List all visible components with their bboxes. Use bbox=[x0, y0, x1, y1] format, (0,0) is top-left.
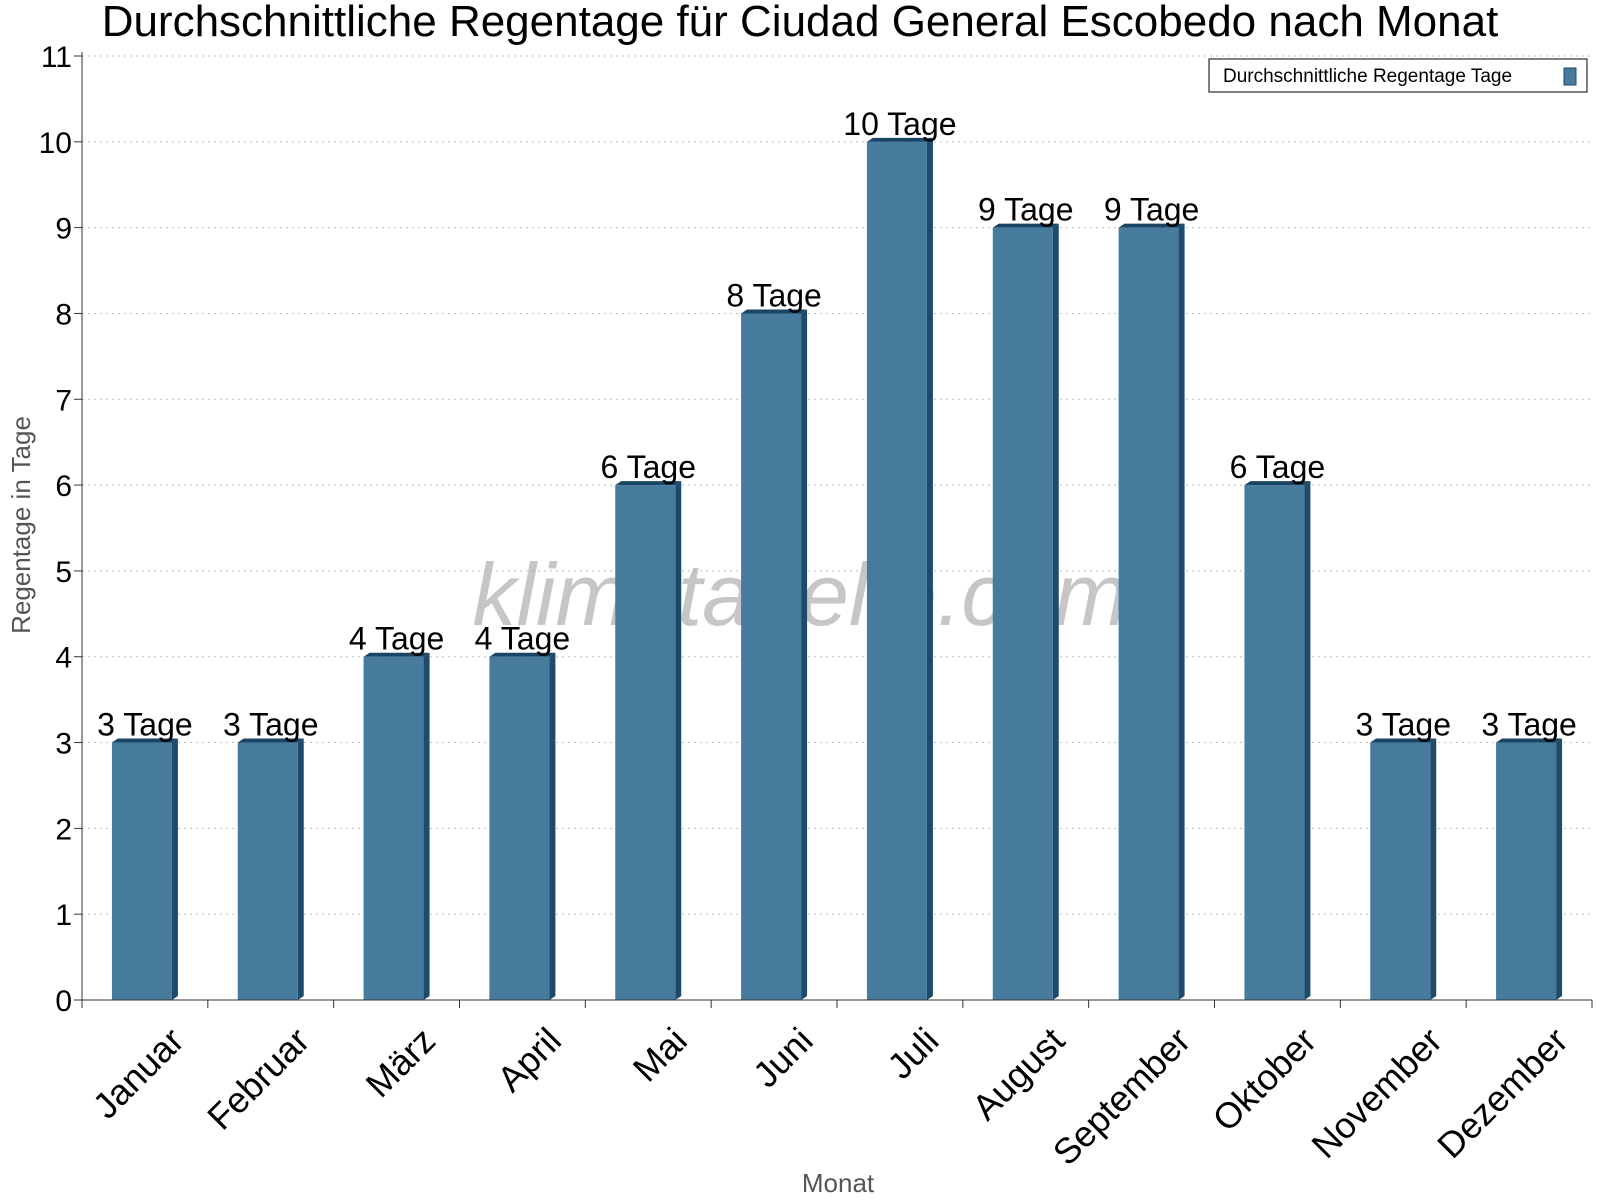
bar-face bbox=[1244, 485, 1305, 1000]
grid-lines bbox=[82, 55, 1592, 915]
bar-side bbox=[1304, 481, 1311, 1000]
bar-top bbox=[992, 223, 1059, 228]
bar-face bbox=[237, 742, 298, 1000]
chart-title: Durchschnittliche Regentage für Ciudad G… bbox=[102, 0, 1499, 46]
bar-top bbox=[1496, 738, 1563, 743]
bar bbox=[1370, 738, 1437, 1000]
bar-value-label: 3 Tage bbox=[223, 707, 319, 743]
bar-value-label: 8 Tage bbox=[726, 277, 822, 313]
bar-face bbox=[489, 656, 550, 1000]
bar-value-label: 4 Tage bbox=[475, 621, 571, 657]
bar-side bbox=[801, 309, 808, 1000]
bar-top bbox=[615, 481, 682, 486]
x-tick-label: Februar bbox=[199, 1020, 317, 1138]
legend-swatch bbox=[1563, 67, 1577, 86]
x-tick-label: März bbox=[358, 1020, 444, 1106]
bar bbox=[866, 137, 933, 1000]
x-tick-label: Juli bbox=[879, 1020, 946, 1087]
y-tick-label: 4 bbox=[55, 642, 72, 675]
legend-label: Durchschnittliche Regentage Tage bbox=[1223, 66, 1512, 87]
bar-side bbox=[1052, 223, 1059, 1001]
bar-side bbox=[297, 738, 304, 1000]
bar-face bbox=[866, 141, 927, 1000]
x-tick-label: Januar bbox=[85, 1020, 192, 1127]
bar-face bbox=[1496, 742, 1557, 1000]
x-tick-label: April bbox=[489, 1020, 569, 1100]
bar-face bbox=[992, 227, 1053, 1001]
bar-top bbox=[237, 738, 304, 743]
bar bbox=[111, 738, 178, 1000]
bar-top bbox=[489, 652, 556, 657]
bar-value-labels: 3 Tage 3 Tage 4 Tage 4 Tage 6 Tage 8 Tage 10 T… bbox=[97, 106, 1577, 743]
bar-side bbox=[1430, 738, 1437, 1000]
bar-top bbox=[866, 137, 933, 142]
bar bbox=[741, 309, 808, 1000]
y-tick-label: 2 bbox=[55, 813, 72, 846]
bar-value-label: 6 Tage bbox=[601, 449, 697, 485]
x-tick-label: Oktober bbox=[1204, 1020, 1324, 1140]
bar-face bbox=[1118, 227, 1179, 1001]
bars bbox=[111, 137, 1563, 1001]
bar-side bbox=[1556, 738, 1563, 1000]
bar-top bbox=[1118, 223, 1185, 228]
bar-face bbox=[615, 485, 676, 1000]
bar bbox=[237, 738, 304, 1000]
y-tick-label: 9 bbox=[55, 213, 72, 246]
y-tick-label: 5 bbox=[55, 556, 72, 589]
x-tick-label: September bbox=[1045, 1020, 1199, 1174]
x-tick-label: Juni bbox=[745, 1020, 821, 1096]
bar-side bbox=[423, 652, 430, 1000]
bar bbox=[1244, 481, 1311, 1000]
y-tick-label: 7 bbox=[55, 384, 72, 417]
bar-top bbox=[1244, 481, 1311, 486]
bar bbox=[992, 223, 1059, 1001]
bar-top bbox=[1370, 738, 1437, 743]
bar-face bbox=[363, 656, 424, 1000]
bar-side bbox=[171, 738, 178, 1000]
bar-top bbox=[111, 738, 178, 743]
x-tick-label: Dezember bbox=[1429, 1020, 1575, 1166]
y-tick-label: 1 bbox=[55, 899, 72, 932]
bar bbox=[1118, 223, 1185, 1001]
x-tick-label: November bbox=[1303, 1020, 1449, 1166]
bar-value-label: 3 Tage bbox=[1356, 707, 1452, 743]
x-axis-title: Monat bbox=[802, 1168, 875, 1198]
y-tick-label: 0 bbox=[55, 985, 72, 1018]
bar-value-label: 4 Tage bbox=[349, 621, 445, 657]
legend-box bbox=[1208, 58, 1588, 93]
bar-face bbox=[1370, 742, 1431, 1000]
y-tick-label: 8 bbox=[55, 298, 72, 331]
y-tick-label: 3 bbox=[55, 728, 72, 761]
bar bbox=[1496, 738, 1563, 1000]
bar-top bbox=[363, 652, 430, 657]
bar-value-label: 6 Tage bbox=[1230, 449, 1326, 485]
bar-value-label: 3 Tage bbox=[1481, 707, 1577, 743]
y-tick-labels: 0 1 2 3 4 5 6 7 8 9 10 11 bbox=[39, 41, 72, 1018]
y-tick-label: 10 bbox=[39, 127, 72, 160]
bar bbox=[615, 481, 682, 1000]
bar-face bbox=[741, 313, 802, 1000]
x-tick-label: August bbox=[964, 1020, 1072, 1128]
y-axis-title: Regentage in Tage bbox=[6, 416, 36, 634]
bar-value-label: 9 Tage bbox=[978, 192, 1074, 228]
bar-value-label: 10 Tage bbox=[843, 106, 956, 142]
axes bbox=[74, 52, 1593, 1008]
bar-side bbox=[549, 652, 556, 1000]
bar-face bbox=[111, 742, 172, 1000]
bar-value-label: 9 Tage bbox=[1104, 192, 1200, 228]
y-tick-label: 11 bbox=[41, 41, 72, 74]
y-tick-label: 6 bbox=[55, 470, 72, 503]
x-tick-label: Mai bbox=[625, 1020, 695, 1090]
legend: Durchschnittliche Regentage Tage bbox=[1208, 58, 1588, 93]
bar-side bbox=[926, 137, 933, 1000]
bar bbox=[489, 652, 556, 1000]
bar-side bbox=[675, 481, 682, 1000]
bar bbox=[363, 652, 430, 1000]
bar-top bbox=[741, 309, 808, 314]
x-tick-labels: Januar Februar März April Mai Juni Juli AugustS… bbox=[85, 1020, 1576, 1174]
bar-value-label: 3 Tage bbox=[97, 707, 193, 743]
bar-side bbox=[1178, 223, 1185, 1001]
